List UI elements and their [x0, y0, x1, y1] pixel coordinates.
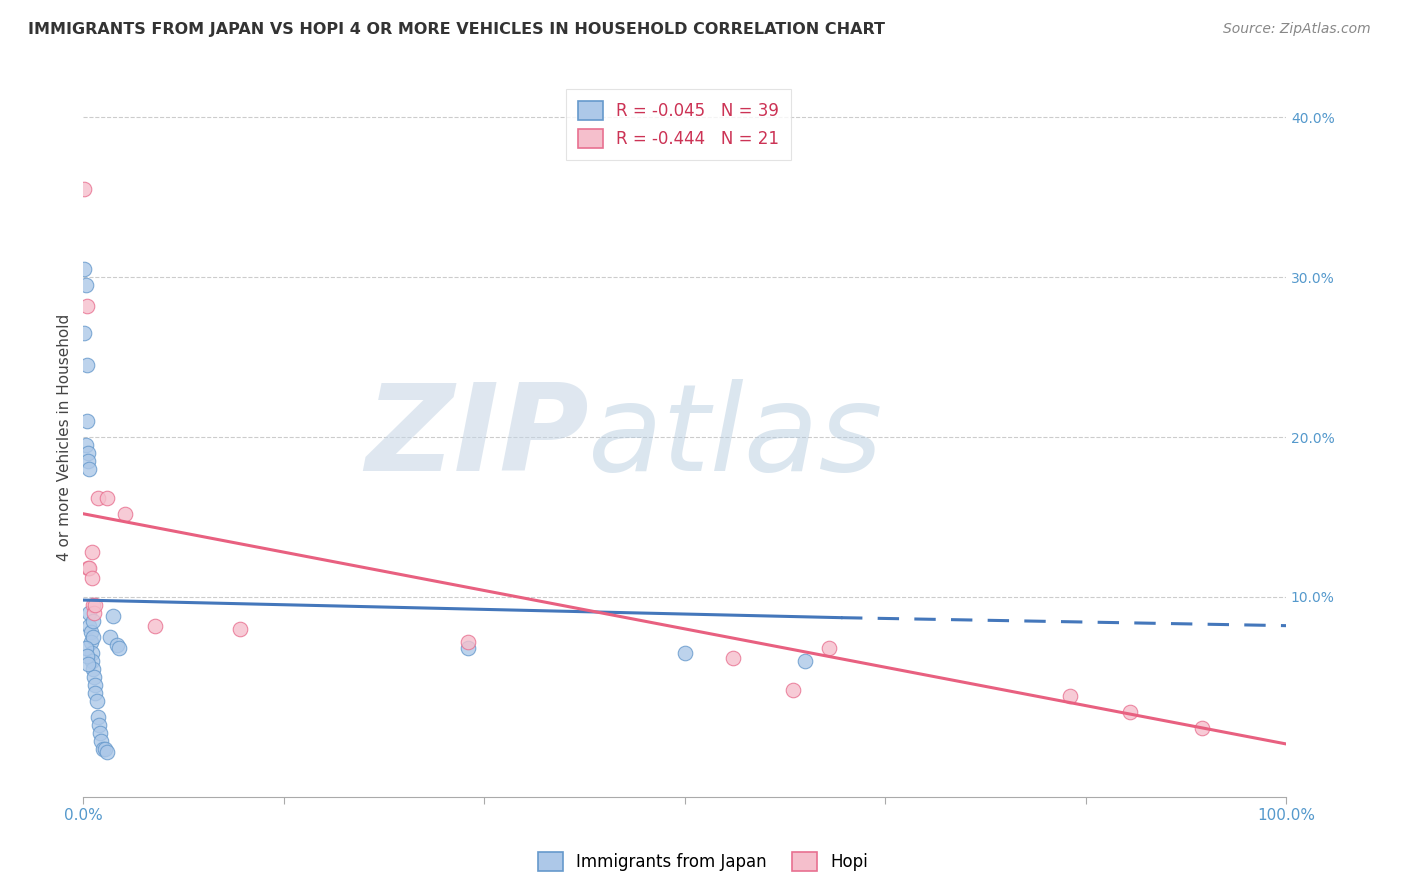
- Point: [79, 561, 101, 575]
- Legend: Immigrants from Japan, Hopi: Immigrants from Japan, Hopi: [530, 843, 876, 880]
- Point: [79, 625, 101, 640]
- Point: [83, 606, 105, 620]
- Point: [90, 733, 112, 747]
- Point: [79, 462, 101, 476]
- Point: [76, 358, 98, 372]
- Point: [84, 678, 107, 692]
- Point: [75, 278, 97, 293]
- Point: [818, 640, 841, 655]
- Point: [80, 654, 103, 668]
- Point: [75, 438, 97, 452]
- Point: [73, 182, 96, 196]
- Text: ZIP: ZIP: [364, 378, 589, 496]
- Point: [87, 710, 110, 724]
- Text: Source: ZipAtlas.com: Source: ZipAtlas.com: [1223, 22, 1371, 37]
- Point: [80, 571, 103, 585]
- Point: [793, 654, 815, 668]
- Legend: R = -0.045   N = 39, R = -0.444   N = 21: R = -0.045 N = 39, R = -0.444 N = 21: [567, 89, 790, 160]
- Point: [79, 606, 101, 620]
- Point: [73, 262, 96, 277]
- Point: [82, 598, 104, 612]
- Point: [76, 299, 98, 313]
- Point: [79, 634, 101, 648]
- Text: atlas: atlas: [589, 378, 884, 496]
- Point: [96, 745, 118, 759]
- Y-axis label: 4 or more Vehicles in Household: 4 or more Vehicles in Household: [58, 313, 72, 561]
- Point: [94, 741, 117, 756]
- Point: [114, 507, 136, 521]
- Point: [103, 609, 125, 624]
- Point: [721, 650, 744, 665]
- Point: [82, 662, 104, 676]
- Point: [91, 741, 114, 756]
- Point: [83, 670, 105, 684]
- Point: [77, 561, 100, 575]
- Point: [1059, 689, 1081, 703]
- Point: [73, 326, 96, 341]
- Point: [98, 630, 121, 644]
- Text: IMMIGRANTS FROM JAPAN VS HOPI 4 OR MORE VEHICLES IN HOUSEHOLD CORRELATION CHART: IMMIGRANTS FROM JAPAN VS HOPI 4 OR MORE …: [28, 22, 886, 37]
- Point: [108, 640, 131, 655]
- Point: [82, 614, 104, 628]
- Point: [145, 618, 167, 632]
- Point: [457, 640, 479, 655]
- Point: [87, 718, 110, 732]
- Point: [87, 491, 110, 505]
- Point: [80, 545, 103, 559]
- Point: [673, 646, 696, 660]
- Point: [77, 446, 100, 460]
- Point: [1118, 705, 1140, 719]
- Point: [96, 491, 118, 505]
- Point: [84, 686, 107, 700]
- Point: [75, 640, 97, 655]
- Point: [89, 725, 111, 739]
- Point: [76, 648, 98, 663]
- Point: [76, 414, 98, 428]
- Point: [86, 694, 108, 708]
- Point: [228, 622, 250, 636]
- Point: [82, 630, 104, 644]
- Point: [457, 634, 479, 648]
- Point: [1191, 721, 1213, 735]
- Point: [77, 454, 100, 468]
- Point: [77, 657, 100, 671]
- Point: [80, 646, 103, 660]
- Point: [84, 598, 107, 612]
- Point: [105, 638, 128, 652]
- Point: [782, 682, 804, 697]
- Point: [79, 618, 101, 632]
